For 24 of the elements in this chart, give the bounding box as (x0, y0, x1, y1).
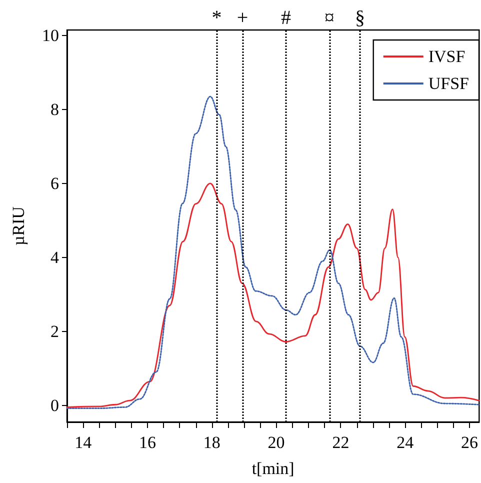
ref-line-label: # (280, 7, 291, 29)
x-tick-label: 18 (203, 433, 220, 452)
y-tick-label: 4 (50, 248, 60, 267)
ref-line-label: + (236, 7, 248, 29)
y-tick-label: 0 (50, 396, 59, 415)
ref-line-label: § (355, 7, 366, 29)
y-tick-label: 10 (42, 26, 59, 46)
y-tick-label: 6 (50, 174, 59, 193)
ref-line-label: * (212, 7, 222, 29)
y-axis-title: µRIU (9, 206, 28, 246)
x-tick-label: 26 (461, 433, 478, 452)
y-tick-label: 8 (50, 100, 59, 120)
line-series (66, 182, 480, 408)
x-tick-label: 20 (268, 433, 285, 452)
legend-label: UFSF (428, 74, 469, 93)
y-tick-label: 2 (50, 322, 59, 341)
line-series (66, 96, 480, 410)
x-tick-label: 24 (396, 433, 414, 452)
x-tick-label: 22 (332, 433, 350, 452)
ref-line-label: ¤ (324, 7, 334, 29)
x-axis-title: t[min] (252, 459, 294, 478)
x-tick-label: 14 (74, 433, 92, 452)
legend-label: IVSF (428, 47, 466, 66)
x-tick-label: 16 (139, 433, 156, 452)
